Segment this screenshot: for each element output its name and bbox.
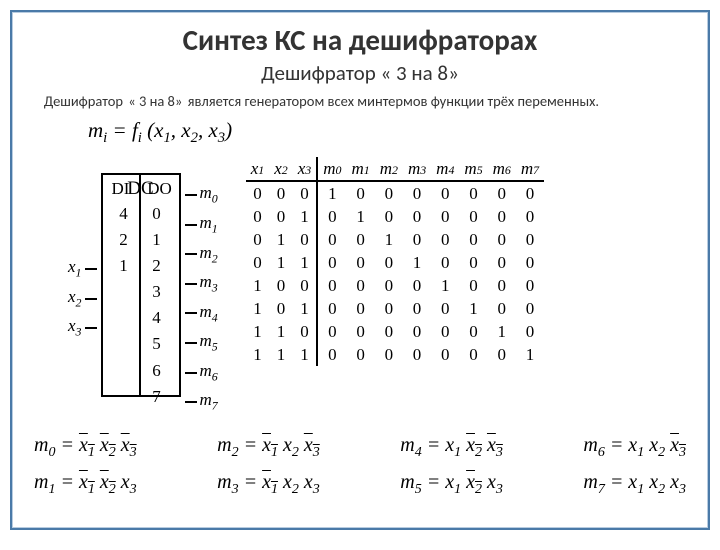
decoder-output: m0 <box>185 183 218 206</box>
decoder-output: m3 <box>185 272 218 295</box>
equation-column: m0 = x1 x2 x3 m1 = x1 x2 x3 <box>34 434 137 498</box>
equation-column: m2 = x1 x2 x3 m3 = x1 x2 x3 <box>217 434 320 498</box>
decoder-input: x1 <box>68 257 97 280</box>
minterm-equation: m3 = x1 x2 x3 <box>217 471 320 498</box>
slide-frame: Синтез КС на дешифраторах Дешифратор « 3… <box>10 10 710 530</box>
decoder-do-label: DO <box>147 179 172 199</box>
decoder-right-half: DO 01234567 <box>141 175 179 395</box>
truth-table: x1x2x3m0m1m2m3m4m5m6m7 00010000000001010… <box>246 157 544 366</box>
table-row: 01000100000 <box>246 228 544 251</box>
table-row: 00010000000 <box>246 181 544 205</box>
minterm-equation: m2 = x1 x2 x3 <box>217 434 320 461</box>
decoder-input: x3 <box>68 316 97 339</box>
decoder-output: m5 <box>185 331 218 354</box>
equation-column: m4 = x1 x2 x3 m5 = x1 x2 x3 <box>400 434 503 498</box>
decoder-output: m1 <box>185 213 218 236</box>
decoder-outputs: m0 m1 m2 m3 m4 m5 m6 m7 <box>185 155 218 414</box>
minterm-equations: m0 = x1 x2 x3m1 = x1 x2 x3m2 = x1 x2 x3m… <box>34 434 686 498</box>
minterm-equation: m4 = x1 x2 x3 <box>400 434 503 461</box>
decoder-output: m2 <box>185 243 218 266</box>
decoder-diagram: x1x2x3 DC DI 421 DO 01234567 m0m1m2m3m4m… <box>68 155 218 414</box>
table-row: 10000001000 <box>246 274 544 297</box>
slide-title: Синтез КС на дешифраторах <box>34 22 686 58</box>
minterm-equation: m6 = x1 x2 x3 <box>583 434 686 461</box>
table-row: 00101000000 <box>246 205 544 228</box>
decoder-input: x2 <box>68 287 97 310</box>
slide-subtitle: Дешифратор « 3 на 8» <box>34 60 686 86</box>
decoder-di-label: DI <box>112 179 130 199</box>
decoder-box: DC DI 421 DO 01234567 <box>101 173 181 397</box>
content-row: x1x2x3 DC DI 421 DO 01234567 m0m1m2m3m4m… <box>34 155 686 414</box>
body-text: Дешифратор « 3 на 8» является генераторо… <box>34 92 686 110</box>
decoder-inputs: x1 x2 x3 <box>68 229 97 340</box>
table-row: 11000000010 <box>246 320 544 343</box>
body-quoted: « 3 на 8» <box>128 92 182 110</box>
minterm-equation: m0 = x1 x2 x3 <box>34 434 137 461</box>
decoder-output: m7 <box>185 390 218 413</box>
minterm-equation: m7 = x1 x2 x3 <box>583 471 686 498</box>
body-suffix: является генератором всех минтермов функ… <box>184 92 599 110</box>
minterm-equation: m5 = x1 x2 x3 <box>400 471 503 498</box>
equation-column: m6 = x1 x2 x3 m7 = x1 x2 x3 <box>583 434 686 498</box>
decoder-output: m4 <box>185 302 218 325</box>
minterm-equation: m1 = x1 x2 x3 <box>34 471 137 498</box>
table-row: 11100000001 <box>246 343 544 366</box>
decoder-output: m6 <box>185 361 218 384</box>
table-row: 01100010000 <box>246 251 544 274</box>
decoder-left-half: DI 421 <box>103 175 141 395</box>
body-prefix: Дешифратор <box>44 92 126 110</box>
main-equation: mi = fi (x1, x2, x3) <box>88 118 686 147</box>
table-row: 10100000100 <box>246 297 544 320</box>
